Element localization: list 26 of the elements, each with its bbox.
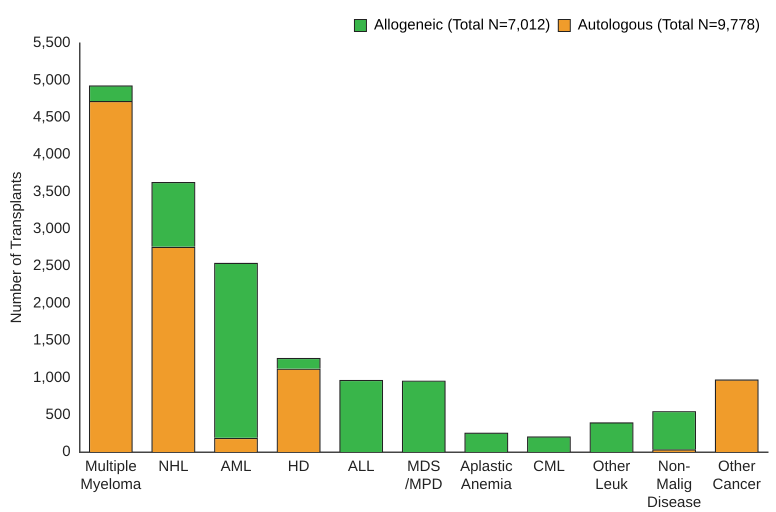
x-tick-label: Aplastic Anemia [460,458,514,494]
x-tick-label: Other Cancer [712,458,761,494]
y-tick-label: 3,500 [32,182,71,200]
y-tick-label: 500 [46,406,71,423]
y-axis-title: Number of Transplants [8,172,26,324]
x-tick-label: ALL [348,458,375,476]
y-tick-label: 2,500 [32,257,71,274]
legend-label: Allogeneic (Total N=7,012) [374,16,550,34]
y-tick-label: 1,500 [32,332,71,349]
x-tick-label: MDS /MPD [405,458,443,494]
x-tick-label: CML [533,458,565,476]
x-tick-label: Non- Malig Disease [647,458,702,512]
x-tick-label: HD [288,458,310,476]
y-tick-label: 1,000 [32,368,71,386]
x-tick-label: Other Leuk [592,458,630,494]
y-tick-label: 2,000 [32,294,71,312]
y-tick-label: 0 [62,443,71,460]
legend-label: Autologous (Total N=9,778) [578,16,760,34]
y-tick-label: 4,500 [32,108,71,126]
x-tick-label: Multiple Myeloma [80,458,142,494]
x-tick-label: NHL [158,458,188,476]
y-tick-label: 5,500 [32,34,71,52]
y-tick-label: 5,000 [32,71,71,88]
x-tick-label: AML [220,458,252,476]
y-tick-label: 3,000 [32,220,71,238]
y-tick-label: 4,000 [32,146,71,163]
